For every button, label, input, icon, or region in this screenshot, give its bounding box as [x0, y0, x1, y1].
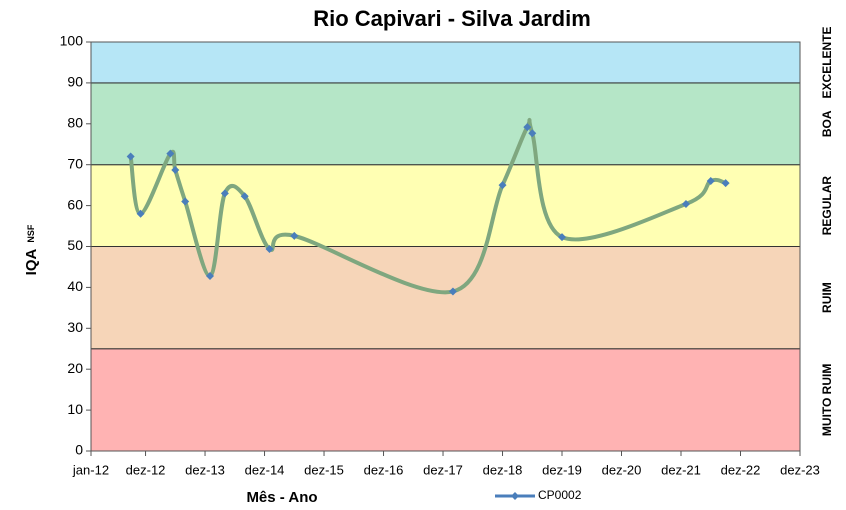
data-point	[528, 129, 537, 138]
band	[90, 348, 801, 452]
y-tick-label: 80	[67, 115, 83, 131]
data-point	[448, 287, 457, 296]
band-label: REGULAR	[820, 176, 834, 236]
band	[90, 164, 801, 247]
data-point	[171, 166, 180, 175]
data-point	[220, 189, 229, 198]
data-point	[558, 233, 567, 242]
x-tick-label: dez-22	[721, 462, 761, 477]
x-tick-label: dez-16	[364, 462, 404, 477]
band-label: MUITO RUIM	[820, 364, 834, 436]
band-label: BOA	[820, 110, 834, 137]
band-label: RUIM	[820, 282, 834, 313]
data-point	[126, 152, 135, 161]
x-tick-label: jan-12	[72, 462, 109, 477]
y-tick-label: 70	[67, 155, 83, 171]
data-point	[721, 179, 730, 188]
y-tick-label: 20	[67, 360, 83, 376]
band	[90, 82, 801, 166]
x-tick-label: dez-23	[780, 462, 820, 477]
legend-marker	[511, 492, 519, 500]
y-label-sub: NSF	[26, 224, 36, 243]
y-tick-label: 10	[67, 401, 83, 417]
data-point	[265, 244, 274, 253]
x-axis-label: Mês - Ano	[246, 489, 317, 506]
y-tick-label: 30	[67, 319, 83, 335]
y-tick-label: 100	[60, 33, 84, 49]
x-tick-label: dez-20	[602, 462, 642, 477]
data-point	[523, 123, 532, 132]
y-axis-label: IQA NSF	[23, 224, 40, 275]
data-point	[181, 197, 190, 206]
y-tick-label: 50	[67, 237, 83, 253]
x-tick-label: dez-17	[423, 462, 463, 477]
data-point	[205, 271, 214, 280]
y-tick-label: 60	[67, 196, 83, 212]
data-point	[240, 192, 249, 201]
x-tick-label: dez-21	[661, 462, 701, 477]
y-tick-label: 40	[67, 278, 83, 294]
band	[90, 41, 801, 84]
x-tick-label: dez-13	[185, 462, 225, 477]
band-label: EXCELENTE	[820, 26, 834, 98]
data-point	[290, 231, 299, 240]
data-point	[706, 177, 715, 186]
x-tick-label: dez-12	[126, 462, 166, 477]
x-tick-label: dez-14	[245, 462, 285, 477]
x-tick-label: dez-18	[483, 462, 523, 477]
data-point	[166, 149, 175, 158]
legend-label: CP0002	[538, 488, 582, 502]
y-label-main: IQA	[23, 249, 40, 276]
y-tick-label: 90	[67, 74, 83, 90]
y-tick-label: 0	[75, 442, 83, 458]
x-tick-label: dez-15	[304, 462, 344, 477]
x-tick-label: dez-19	[542, 462, 582, 477]
data-point	[136, 209, 145, 218]
chart-title: Rio Capivari - Silva Jardim	[313, 6, 591, 31]
data-point	[681, 199, 690, 208]
band	[90, 246, 801, 350]
data-point	[498, 181, 507, 190]
